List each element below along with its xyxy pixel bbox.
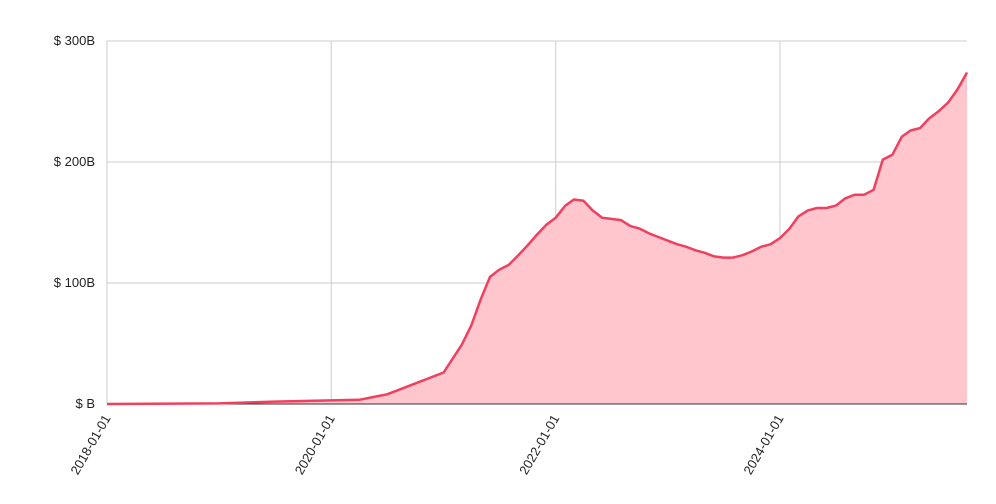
x-tick-label: 2022-01-01 [516, 412, 562, 477]
x-tick-label: 2024-01-01 [740, 412, 786, 477]
y-tick-label: $ 100B [54, 275, 95, 290]
x-tick-label: 2018-01-01 [67, 412, 113, 477]
y-tick-label: $ 300B [54, 33, 95, 48]
y-tick-label: $ B [75, 396, 95, 411]
line [106, 71, 969, 406]
area [107, 72, 967, 404]
y-tick-label: $ 200B [54, 154, 95, 169]
x-tick-label: 2020-01-01 [292, 412, 338, 477]
